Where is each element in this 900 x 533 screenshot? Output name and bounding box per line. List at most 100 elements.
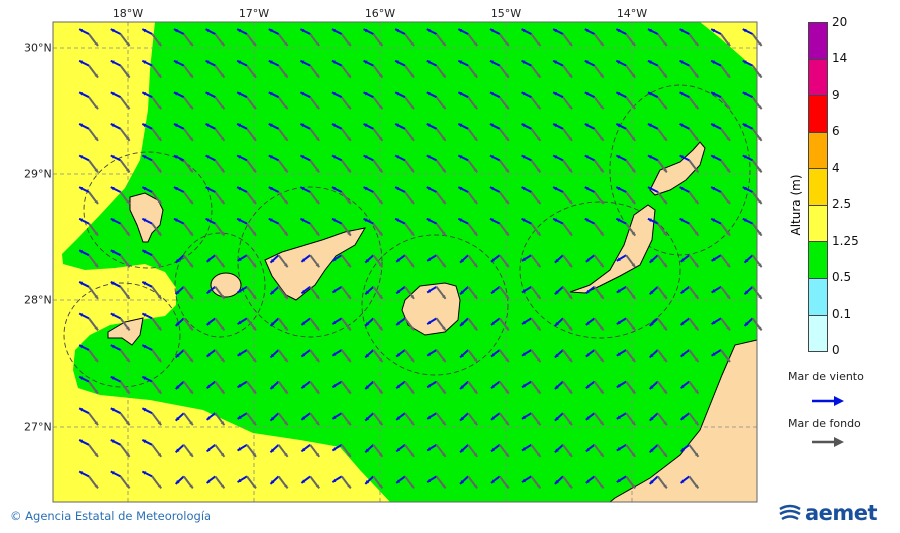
wind-sea-arrow-head — [237, 352, 242, 356]
swell-arrow-head — [189, 484, 193, 489]
wind-sea-arrow-head — [647, 123, 652, 128]
wind-sea-arrow-head — [711, 92, 716, 96]
swell-arrow-head — [599, 358, 604, 362]
wind-sea-arrow-head — [205, 92, 210, 96]
wind-sea-arrow-head — [332, 257, 337, 261]
wind-sea-arrow-head — [742, 218, 747, 223]
swell-arrow-head — [157, 168, 162, 173]
swell-arrow-head — [441, 231, 446, 236]
swell-arrow-head — [125, 389, 130, 394]
swell-arrow-head — [252, 389, 256, 394]
swell-arrow-head — [283, 452, 288, 457]
wind-sea-arrow-head — [679, 60, 684, 65]
wind-sea-legend-arrowhead — [834, 396, 844, 406]
wind-sea-arrow-head — [173, 92, 178, 96]
wind-sea-arrow-head — [396, 416, 401, 420]
wind-sea-arrow-head — [270, 385, 275, 390]
swell-arrow-head — [189, 136, 193, 141]
wind-sea-arrow-head — [647, 155, 652, 159]
swell-arrow-head — [536, 452, 541, 457]
swell-arrow-head — [726, 168, 730, 173]
swell-arrow-head — [599, 294, 604, 299]
wind-sea-arrow-head — [79, 28, 84, 33]
wind-sea-arrow-head — [647, 60, 652, 65]
swell-arrow-head — [125, 105, 130, 110]
swell-arrow-head — [378, 200, 383, 204]
swell-arrow-head — [726, 73, 730, 78]
wind-sea-arrow-head — [205, 218, 210, 223]
wind-sea-arrow-head — [711, 320, 716, 325]
wind-sea-arrow-head — [268, 60, 273, 65]
wind-sea-arrow-head — [331, 92, 336, 96]
color-scale-segment — [809, 278, 827, 316]
wind-sea-arrow-head — [206, 321, 211, 325]
swell-arrow-head — [536, 200, 541, 204]
wind-sea-arrow-head — [521, 352, 526, 356]
swell-arrow-head — [94, 263, 98, 268]
swell-arrow-head — [283, 263, 288, 268]
swell-arrow-head — [252, 326, 256, 331]
swell-arrow-head — [189, 168, 193, 173]
swell-arrow-head — [441, 484, 446, 489]
swell-arrow-head — [694, 200, 699, 204]
wind-sea-arrow-head — [584, 60, 589, 65]
swell-arrow-head — [631, 42, 636, 46]
wind-sea-arrow-head — [270, 290, 275, 295]
swell-arrow-head — [378, 105, 383, 110]
island-la-palma — [129, 192, 164, 243]
swell-arrow-head — [347, 105, 351, 110]
wind-sea-arrow-head — [460, 290, 464, 295]
wind-sea-arrow-head — [205, 123, 210, 128]
island-el-hierro — [107, 317, 144, 346]
wind-sea-arrow-head — [616, 28, 621, 33]
wind-sea-arrow-head — [711, 123, 716, 128]
wind-sea-arrow-head — [332, 320, 337, 325]
wind-sea-arrow-head — [363, 218, 368, 223]
wind-sea-arrow-head — [521, 478, 526, 483]
wind-sea-arrow-head — [396, 289, 401, 294]
wind-sea-arrow-head — [521, 289, 526, 293]
color-scale-tick: 14 — [832, 51, 848, 66]
wind-sea-arrow-head — [237, 478, 242, 483]
wind-sea-arrow-head — [427, 478, 432, 483]
wind-sea-arrow-head — [427, 352, 432, 356]
lat-label: 30°N — [24, 41, 52, 55]
swell-arrow-head — [315, 326, 320, 331]
swell-arrow-head — [631, 231, 636, 236]
swell-arrow-head — [315, 421, 320, 426]
wind-sea-arrow-head — [331, 186, 336, 191]
wind-sea-arrow-head — [649, 480, 654, 484]
swell-arrow-head — [441, 263, 446, 268]
wind-sea-arrow-head — [554, 480, 559, 484]
island-lanzarote — [649, 141, 706, 196]
color-scale-segment — [809, 59, 827, 97]
swell-arrow-head — [663, 358, 667, 362]
wind-sea-arrow-head — [175, 353, 180, 358]
swell-arrow-head — [410, 231, 414, 236]
swell-arrow-head — [315, 200, 320, 204]
wind-sea-arrow-head — [616, 415, 621, 419]
wind-sea-arrow-head — [616, 447, 621, 451]
swell-arrow-head — [599, 421, 604, 426]
wind-sea-arrow-head — [110, 60, 115, 65]
swell-arrow-head — [663, 168, 667, 173]
swell-arrow-head — [283, 326, 288, 331]
swell-arrow-head — [599, 136, 604, 141]
wind-sea-arrow-head — [300, 60, 305, 65]
wind-sea-arrow-head — [332, 289, 337, 293]
swell-arrow-head — [536, 294, 541, 299]
wind-sea-arrow-head — [363, 123, 368, 128]
wind-sea-arrow-head — [427, 383, 432, 388]
swell-arrow-head — [157, 358, 162, 362]
swell-arrow-head — [125, 452, 130, 457]
wind-sea-arrow-head — [426, 92, 431, 96]
wind-sea-arrow-head — [396, 321, 401, 325]
swell-arrow-head — [220, 42, 225, 46]
island-la-gomera — [210, 272, 242, 298]
lon-label: 16°W — [364, 7, 396, 20]
swell-arrow-head — [125, 231, 130, 236]
wind-sea-arrow-head — [79, 281, 84, 286]
swell-arrow-head — [536, 326, 541, 331]
wind-sea-arrow-head — [489, 123, 494, 128]
swell-arrow-head — [694, 421, 699, 426]
